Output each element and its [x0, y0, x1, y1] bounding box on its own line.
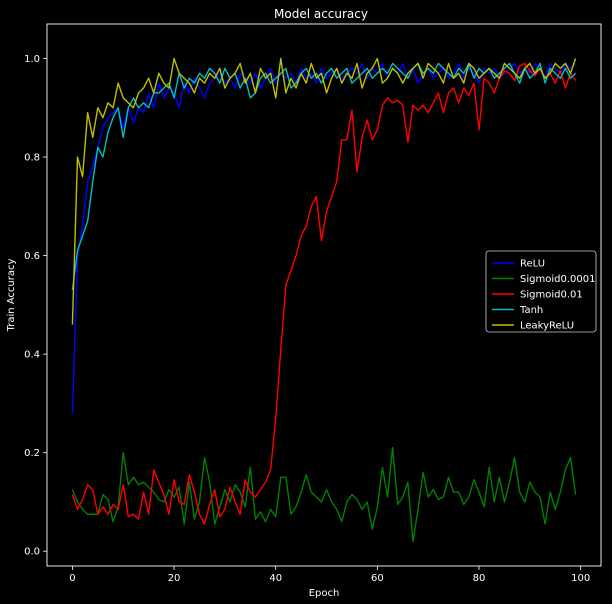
x-axis-ticks: 0 20 40 60 80 100: [69, 566, 590, 584]
y-tick-label: 0.0: [24, 547, 40, 558]
series-lines: [71, 57, 577, 543]
legend-label: Sigmoid0.0001: [520, 274, 595, 285]
y-axis-ticks: 0.0 0.2 0.4 0.6 0.8 1.0: [24, 54, 47, 558]
y-tick-label: 0.6: [24, 251, 40, 262]
y-tick-label: 0.4: [24, 350, 40, 361]
legend-label: Tanh: [519, 305, 543, 316]
chart-title: Model accuracy: [274, 7, 368, 21]
series-line-leakyrelu: [71, 57, 577, 325]
x-axis-label: Epoch: [309, 588, 340, 599]
series-line-sigmoid0-01: [71, 62, 577, 525]
series-line-tanh: [71, 62, 577, 291]
x-tick-label: 80: [473, 573, 486, 584]
legend-label: Sigmoid0.01: [520, 290, 583, 301]
y-tick-label: 0.8: [24, 153, 40, 164]
legend: ReLU Sigmoid0.0001 Sigmoid0.01 Tanh LeakyReL…: [485, 250, 597, 333]
legend-label: LeakyReLU: [520, 321, 574, 332]
x-tick-label: 40: [269, 573, 282, 584]
y-tick-label: 1.0: [24, 54, 40, 65]
legend-label: ReLU: [520, 259, 545, 270]
x-tick-label: 0: [69, 573, 75, 584]
y-tick-label: 0.2: [24, 448, 40, 459]
x-tick-label: 60: [371, 573, 384, 584]
x-tick-label: 20: [168, 573, 181, 584]
x-tick-label: 100: [571, 573, 590, 584]
legend-box: [485, 250, 597, 333]
y-axis-label: Train Accuracy: [6, 259, 17, 333]
series-line-sigmoid0-0001: [71, 447, 577, 543]
